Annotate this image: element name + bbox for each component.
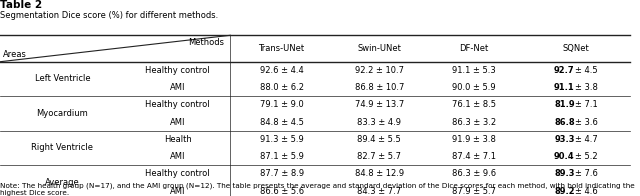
Text: Segmentation Dice score (%) for different methods.: Segmentation Dice score (%) for differen…: [0, 11, 218, 20]
Text: 89.3: 89.3: [554, 169, 575, 178]
Text: ± 5.2: ± 5.2: [575, 152, 598, 161]
Text: 86.3 ± 9.6: 86.3 ± 9.6: [452, 169, 495, 178]
Text: Average: Average: [45, 178, 80, 187]
Text: 87.1 ± 5.9: 87.1 ± 5.9: [260, 152, 303, 161]
Text: AMI: AMI: [170, 83, 186, 92]
Text: Healthy control: Healthy control: [145, 100, 210, 109]
Text: ± 7.6: ± 7.6: [575, 169, 598, 178]
Text: 81.9: 81.9: [554, 100, 575, 109]
Text: ± 3.6: ± 3.6: [575, 118, 598, 127]
Text: 74.9 ± 13.7: 74.9 ± 13.7: [355, 100, 404, 109]
Text: 93.3: 93.3: [554, 135, 575, 144]
Text: Trans-UNet: Trans-UNet: [259, 44, 305, 53]
Text: 82.7 ± 5.7: 82.7 ± 5.7: [357, 152, 401, 161]
Text: AMI: AMI: [170, 118, 186, 127]
Text: Areas: Areas: [3, 50, 27, 59]
Text: Healthy control: Healthy control: [145, 169, 210, 178]
Text: 90.4: 90.4: [554, 152, 575, 161]
Text: ± 4.7: ± 4.7: [575, 135, 598, 144]
Text: 91.1 ± 5.3: 91.1 ± 5.3: [452, 66, 495, 75]
Text: ± 4.6: ± 4.6: [575, 187, 598, 196]
Text: AMI: AMI: [170, 152, 186, 161]
Text: 87.7 ± 8.9: 87.7 ± 8.9: [260, 169, 303, 178]
Text: Methods: Methods: [188, 38, 224, 47]
Text: Left Ventricle: Left Ventricle: [35, 74, 90, 83]
Text: AMI: AMI: [170, 187, 186, 196]
Text: 84.8 ± 4.5: 84.8 ± 4.5: [260, 118, 303, 127]
Text: 86.8 ± 10.7: 86.8 ± 10.7: [355, 83, 404, 92]
Text: Swin-UNet: Swin-UNet: [357, 44, 401, 53]
Text: DF-Net: DF-Net: [459, 44, 488, 53]
Text: 89.2: 89.2: [554, 187, 575, 196]
Text: Table 2: Table 2: [0, 0, 42, 10]
Text: 88.0 ± 6.2: 88.0 ± 6.2: [260, 83, 303, 92]
Text: 92.2 ± 10.7: 92.2 ± 10.7: [355, 66, 404, 75]
Text: Right Ventricle: Right Ventricle: [31, 143, 93, 152]
Text: ± 7.1: ± 7.1: [575, 100, 598, 109]
Text: 83.3 ± 4.9: 83.3 ± 4.9: [357, 118, 401, 127]
Text: 76.1 ± 8.5: 76.1 ± 8.5: [452, 100, 495, 109]
Text: 86.3 ± 3.2: 86.3 ± 3.2: [452, 118, 495, 127]
Text: Healthy control: Healthy control: [145, 66, 210, 75]
Text: 91.9 ± 3.8: 91.9 ± 3.8: [452, 135, 495, 144]
Text: 89.4 ± 5.5: 89.4 ± 5.5: [357, 135, 401, 144]
Text: Note: The health group (N=17), and the AMI group (N=12). The table presents the : Note: The health group (N=17), and the A…: [0, 182, 635, 196]
Text: ± 3.8: ± 3.8: [575, 83, 598, 92]
Text: 79.1 ± 9.0: 79.1 ± 9.0: [260, 100, 303, 109]
Text: SQNet: SQNet: [563, 44, 589, 53]
Text: ± 4.5: ± 4.5: [575, 66, 598, 75]
Text: 91.1: 91.1: [554, 83, 575, 92]
Text: 90.0 ± 5.9: 90.0 ± 5.9: [452, 83, 495, 92]
Text: 84.8 ± 12.9: 84.8 ± 12.9: [355, 169, 404, 178]
Text: Health: Health: [164, 135, 191, 144]
Text: 91.3 ± 5.9: 91.3 ± 5.9: [260, 135, 303, 144]
Text: 92.7: 92.7: [554, 66, 575, 75]
Text: 87.4 ± 7.1: 87.4 ± 7.1: [452, 152, 495, 161]
Text: 84.3 ± 7.7: 84.3 ± 7.7: [357, 187, 401, 196]
Text: 87.9 ± 5.7: 87.9 ± 5.7: [452, 187, 495, 196]
Text: 92.6 ± 4.4: 92.6 ± 4.4: [260, 66, 303, 75]
Text: 86.8: 86.8: [554, 118, 575, 127]
Text: Myocardium: Myocardium: [36, 109, 88, 118]
Text: 86.6 ± 5.6: 86.6 ± 5.6: [260, 187, 303, 196]
